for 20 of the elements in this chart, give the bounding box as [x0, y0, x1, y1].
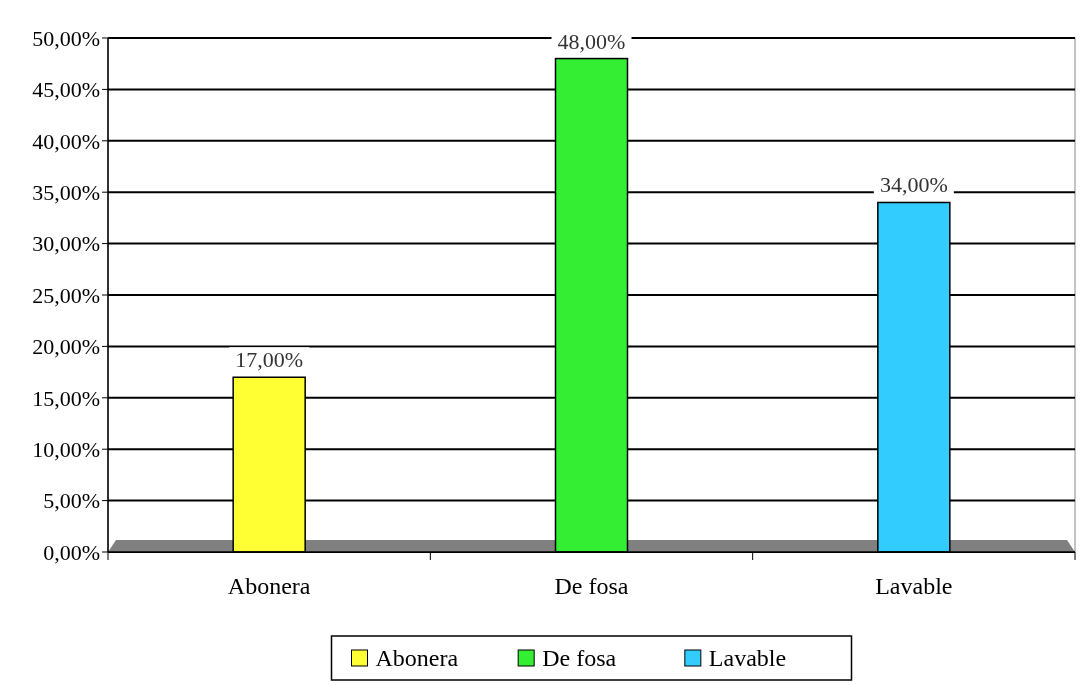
y-tick-label: 15,00% — [32, 385, 100, 411]
legend-label: De fosa — [542, 645, 617, 672]
y-tick-label: 20,00% — [32, 334, 100, 360]
y-tick-label: 10,00% — [32, 436, 100, 462]
data-label: 48,00% — [557, 28, 626, 54]
data-label: 34,00% — [879, 172, 948, 198]
y-tick-label: 25,00% — [32, 282, 100, 308]
x-tick-label: Abonera — [227, 573, 311, 599]
y-tick-label: 30,00% — [32, 231, 100, 257]
y-tick-label: 35,00% — [32, 179, 100, 205]
legend-label: Lavable — [708, 645, 787, 672]
y-tick-label: 50,00% — [32, 25, 100, 51]
x-tick-label: Lavable — [875, 573, 953, 599]
x-tick-label: De fosa — [554, 573, 629, 599]
legend-label: Abonera — [375, 645, 459, 672]
y-tick-label: 40,00% — [32, 128, 100, 154]
y-tick-label: 5,00% — [43, 488, 100, 514]
y-tick-label: 45,00% — [32, 77, 100, 103]
y-tick-label: 0,00% — [43, 539, 100, 565]
data-label: 17,00% — [235, 347, 304, 373]
